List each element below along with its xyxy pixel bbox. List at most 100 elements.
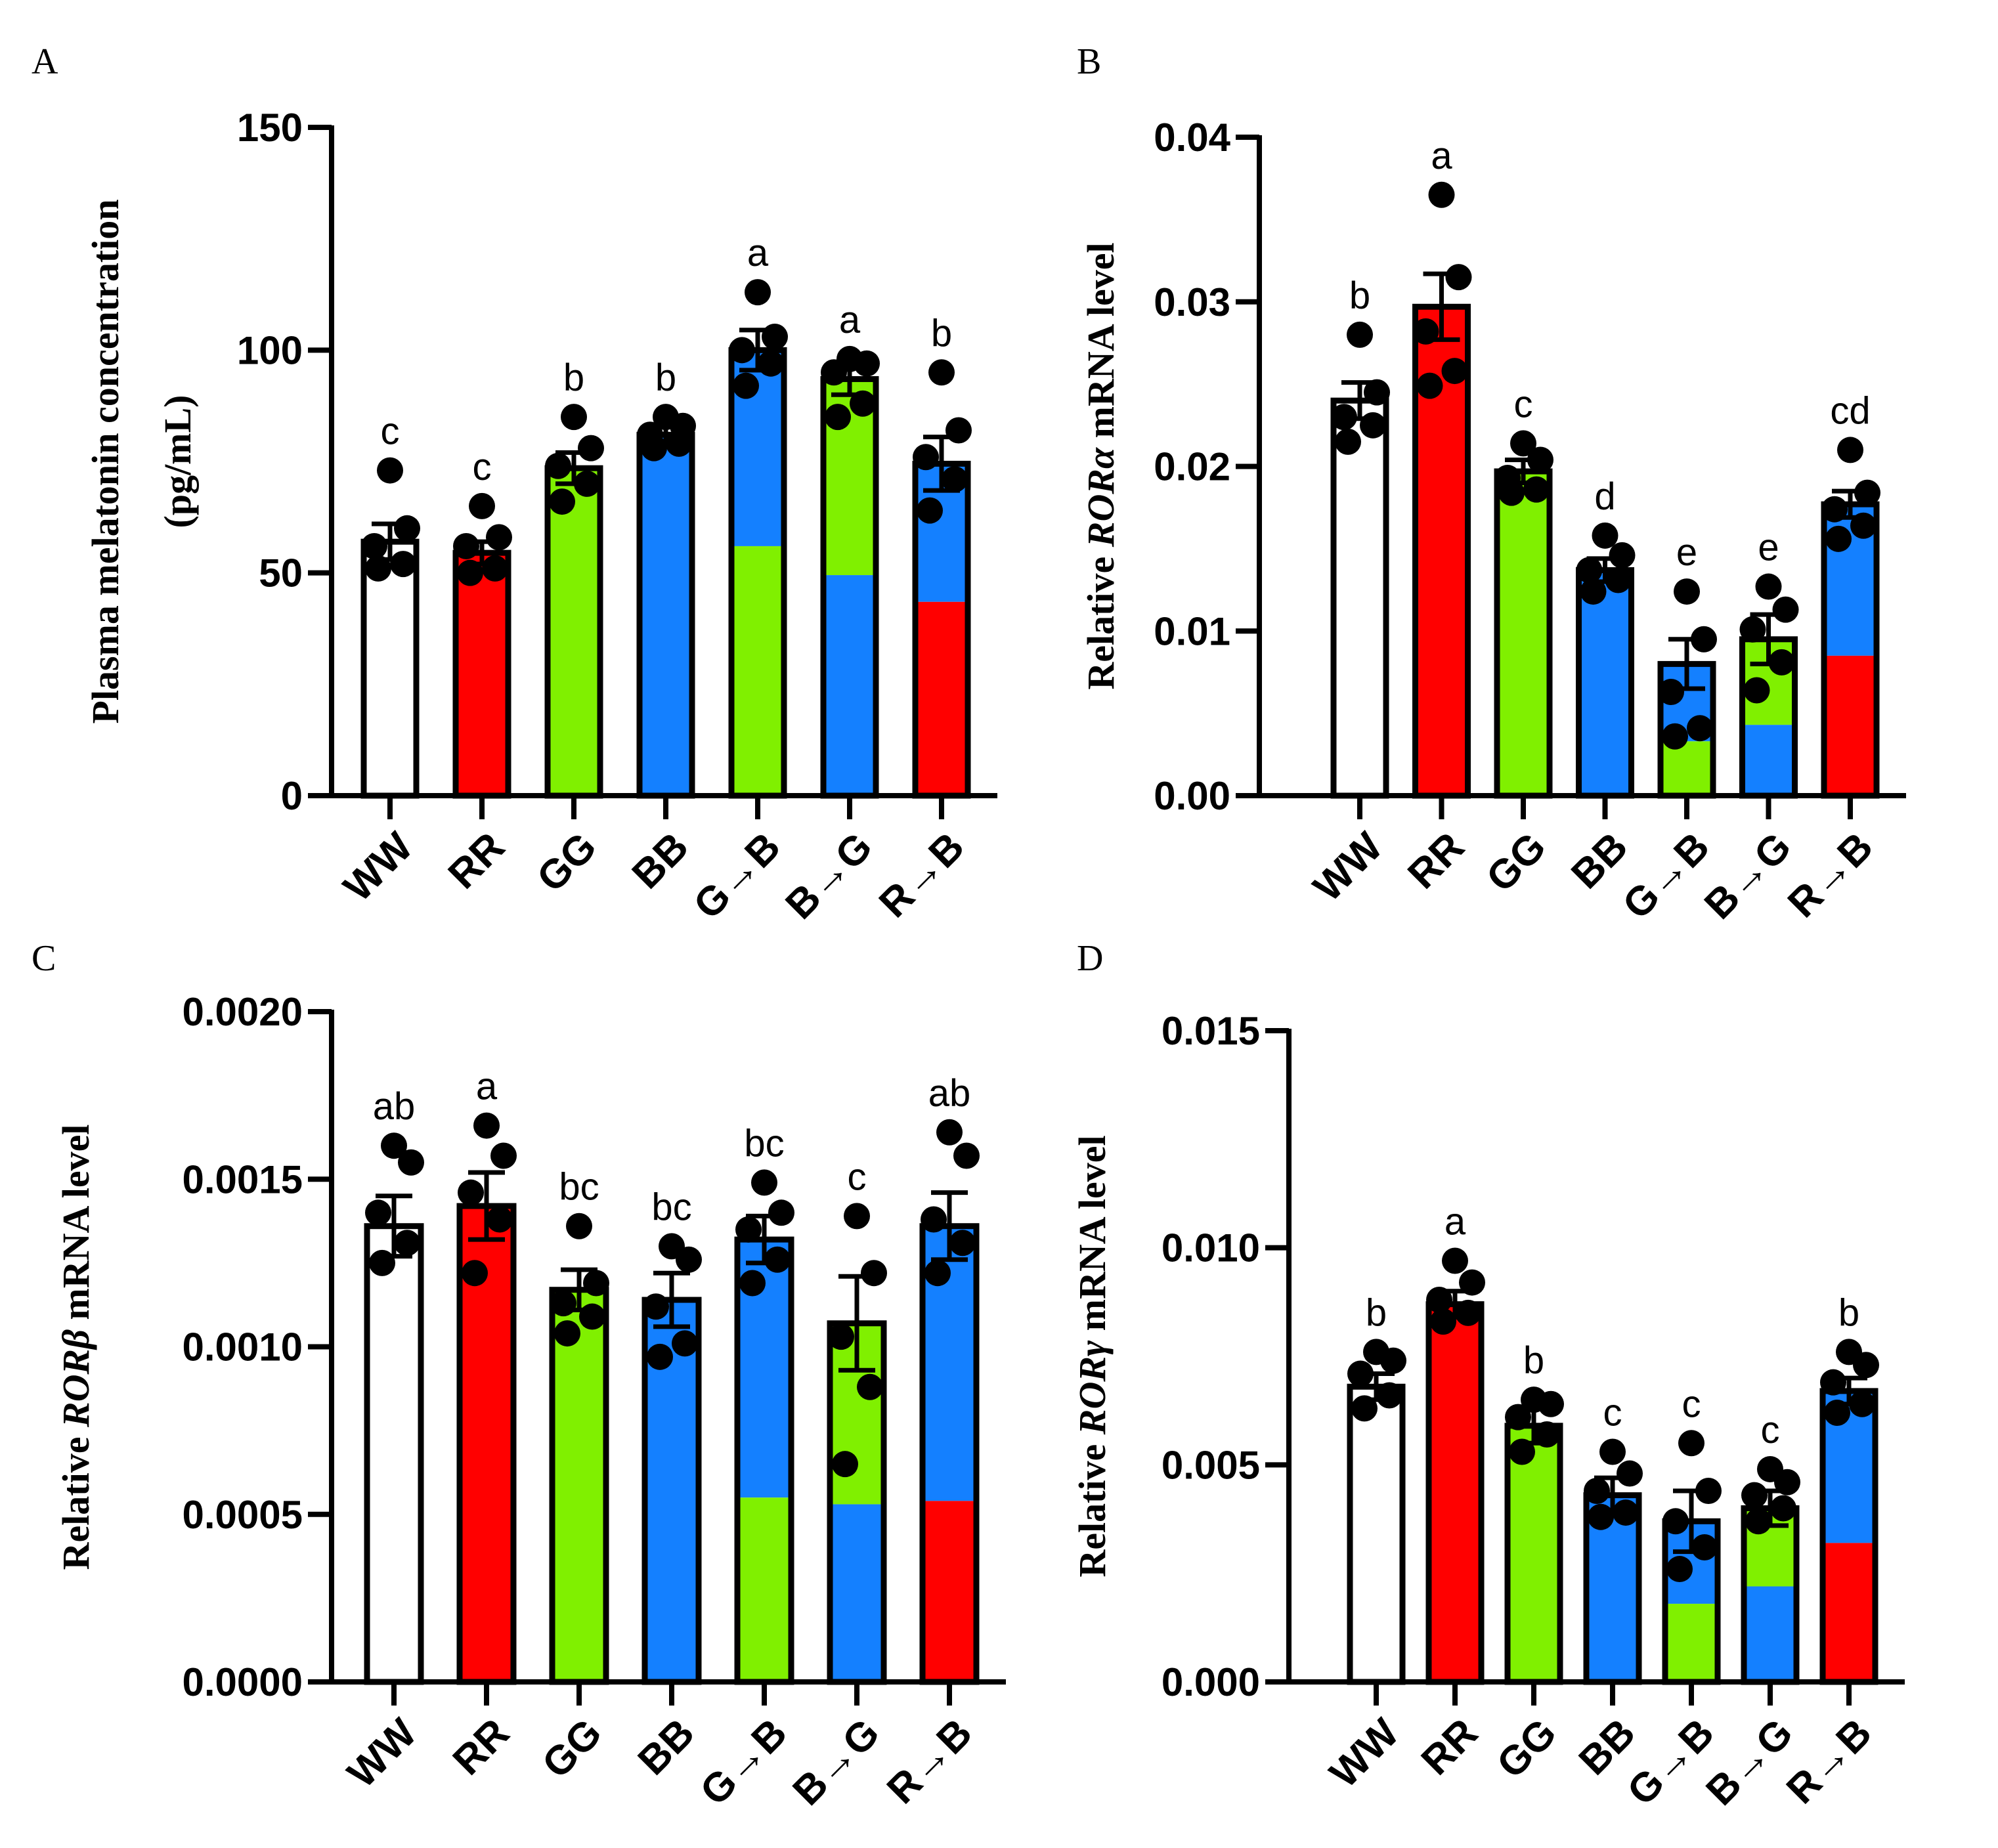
data-point <box>647 1343 673 1370</box>
data-point <box>1335 428 1361 455</box>
data-point <box>1538 1390 1564 1417</box>
data-point <box>1853 1352 1879 1379</box>
data-point <box>1617 1460 1643 1487</box>
bar <box>1578 570 1632 796</box>
chart-panel-a: A Plasma melatonin concentration (pg/mL) 0 5… <box>32 41 997 928</box>
y-axis-title-suffix: mRNA level <box>1079 242 1122 448</box>
bar <box>364 542 416 796</box>
bar <box>1334 400 1386 796</box>
y-tick-label: 0.03 <box>1154 280 1230 324</box>
y-tick-label: 100 <box>237 328 303 372</box>
y-tick-label: 0.01 <box>1154 609 1230 653</box>
data-point <box>942 466 968 493</box>
data-point <box>469 492 495 519</box>
data-point <box>844 1203 870 1230</box>
data-point <box>1745 1508 1771 1535</box>
bar-lower-segment <box>915 601 968 796</box>
data-point <box>861 1260 887 1287</box>
bar <box>1497 471 1550 796</box>
data-point <box>1576 557 1603 584</box>
data-point <box>1743 677 1770 704</box>
data-point <box>1376 1382 1402 1409</box>
y-tick-label: 0.0020 <box>182 990 303 1034</box>
data-point <box>578 435 604 462</box>
x-tick-label: RR <box>1399 824 1473 897</box>
significance-label: bc <box>559 1166 599 1209</box>
data-point <box>739 1270 766 1297</box>
x-tick-label: WW <box>339 1710 425 1797</box>
x-tick-label: R→B <box>871 824 973 926</box>
data-point <box>561 404 587 431</box>
data-point <box>566 1213 592 1239</box>
data-point <box>1592 522 1618 549</box>
y-tick-label: 0.00 <box>1154 774 1230 818</box>
x-tick-label: R→B <box>1778 1710 1880 1813</box>
significance-label: c <box>1514 383 1533 425</box>
data-point <box>1445 264 1472 291</box>
data-point <box>832 1451 858 1478</box>
data-point <box>1498 479 1525 506</box>
bar-lower-segment <box>923 1501 976 1682</box>
data-point <box>857 1373 883 1400</box>
data-point <box>365 555 391 582</box>
y-axis-title-prefix: Relative <box>1079 547 1122 689</box>
significance-label: a <box>747 232 769 274</box>
x-tick-label: WW <box>1305 824 1391 911</box>
x-tick-label: RR <box>440 824 513 897</box>
significance-label: e <box>1676 531 1697 574</box>
significance-label: a <box>1431 135 1452 177</box>
data-point <box>579 1303 605 1330</box>
significance-label: b <box>1838 1291 1859 1334</box>
bar <box>460 1206 513 1682</box>
bar-lower-segment <box>1742 725 1795 796</box>
y-tick-label: 0.010 <box>1162 1226 1260 1270</box>
data-point <box>458 1179 484 1206</box>
data-point <box>945 417 972 444</box>
data-point <box>381 1132 407 1159</box>
x-tick-label: RR <box>1413 1710 1487 1784</box>
x-tick-label: GG <box>534 1710 611 1787</box>
x-tick-label: B→G <box>1696 824 1800 928</box>
panel-letter: B <box>1077 41 1101 82</box>
data-point <box>545 452 571 479</box>
data-point <box>917 497 943 524</box>
chart-panel-b: B Relative RORα mRNA level 0.00 0.01 0.02 0.0… <box>1077 41 1906 928</box>
significance-label: b <box>931 312 952 355</box>
significance-label: ab <box>373 1085 416 1128</box>
bar-lower-segment <box>731 546 784 796</box>
data-point <box>751 1169 777 1196</box>
significance-label: b <box>563 356 584 399</box>
y-axis-title-units: (pg/mL) <box>156 395 199 528</box>
data-point <box>928 359 955 386</box>
data-point <box>768 1199 794 1226</box>
bar-lower-segment <box>737 1497 791 1682</box>
data-point <box>641 435 667 462</box>
data-point <box>1584 1478 1610 1505</box>
data-point <box>758 350 784 377</box>
data-point <box>1347 321 1373 348</box>
y-axis-title: Relative RORγ mRNA level <box>1071 1135 1114 1577</box>
data-point <box>462 1260 488 1287</box>
y-tick-label: 0 <box>281 774 303 818</box>
significance-label: c <box>848 1155 867 1198</box>
data-point <box>828 1323 854 1350</box>
data-point <box>1609 542 1636 569</box>
significance-label: b <box>1523 1339 1544 1382</box>
x-tick-label: G→B <box>1619 1710 1723 1814</box>
data-point <box>1455 1299 1481 1326</box>
bar-lower-segment <box>1744 1586 1796 1682</box>
bar <box>456 553 508 796</box>
data-point <box>394 1230 420 1257</box>
x-tick-label: GG <box>1488 1710 1565 1787</box>
data-point <box>554 1320 580 1347</box>
data-point <box>1442 1247 1468 1274</box>
x-tick-label: G→B <box>692 1710 796 1814</box>
significance-label: c <box>1682 1383 1701 1425</box>
significance-label: c <box>473 446 492 488</box>
significance-label: a <box>839 299 861 341</box>
data-point <box>1580 578 1607 605</box>
data-point <box>1380 1347 1406 1374</box>
data-point <box>361 532 387 559</box>
data-point <box>764 1246 791 1273</box>
